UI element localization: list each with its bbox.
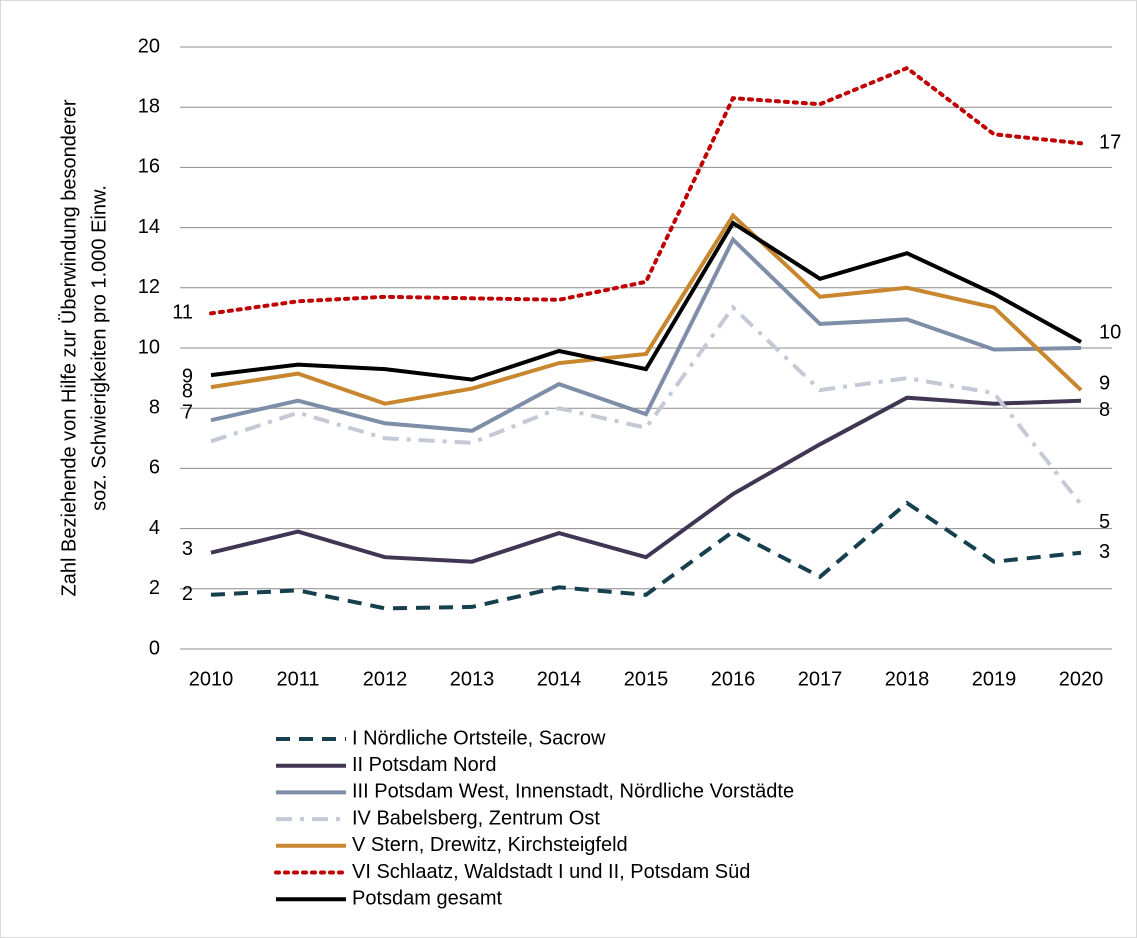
y-tick-label: 14 — [138, 216, 160, 238]
y-axis-title: soz. Schwierigkeiten pro 1.000 Einw. — [88, 185, 110, 511]
data-label: 17 — [1099, 132, 1121, 154]
y-tick-label: 0 — [149, 637, 160, 659]
legend-label: Potsdam gesamt — [352, 887, 503, 909]
data-label: 11 — [172, 302, 193, 324]
legend-label: IV Babelsberg, Zentrum Ost — [352, 807, 600, 829]
y-tick-label: 6 — [149, 457, 160, 479]
y-tick-label: 4 — [149, 517, 160, 539]
y-axis-title: Zahl Beziehende von Hilfe zur Überwindun… — [58, 99, 80, 596]
data-label: 3 — [182, 538, 193, 560]
legend-label: I Nördliche Ortsteile, Sacrow — [352, 727, 606, 749]
data-label: 8 — [1099, 399, 1110, 421]
y-tick-label: 10 — [138, 336, 160, 358]
y-tick-label: 16 — [138, 156, 160, 178]
data-label: 2 — [182, 583, 193, 605]
series-line — [210, 220, 1082, 382]
x-tick-label: 2014 — [537, 668, 582, 690]
x-tick-label: 2011 — [276, 668, 319, 690]
x-tick-label: 2016 — [711, 668, 756, 690]
legend-label: II Potsdam Nord — [352, 754, 497, 776]
legend-label: V Stern, Drewitz, Kirchsteigfeld — [352, 834, 628, 856]
series-line — [210, 500, 1082, 611]
x-tick-label: 2015 — [624, 668, 669, 690]
y-tick-label: 20 — [138, 35, 160, 57]
y-tick-label: 12 — [138, 276, 160, 298]
y-tick-label: 8 — [149, 396, 160, 418]
x-tick-label: 2012 — [363, 668, 408, 690]
series-line — [210, 395, 1082, 564]
series-line — [210, 236, 1082, 433]
x-tick-label: 2018 — [885, 668, 930, 690]
data-label: 3 — [1099, 541, 1110, 563]
data-label: 10 — [1099, 321, 1121, 343]
legend-label: III Potsdam West, Innenstadt, Nördliche … — [352, 781, 794, 803]
data-label: 8 — [182, 381, 193, 403]
data-label: 9 — [182, 365, 193, 387]
y-tick-label: 2 — [149, 577, 160, 599]
series-line — [210, 304, 1083, 506]
legend-label: VI Schlaatz, Waldstadt I und II, Potsdam… — [352, 861, 750, 883]
data-label: 9 — [1099, 372, 1110, 394]
x-tick-label: 2010 — [189, 668, 234, 690]
x-tick-label: 2013 — [450, 668, 495, 690]
x-tick-label: 2017 — [798, 668, 843, 690]
x-tick-label: 2020 — [1059, 668, 1104, 690]
data-label: 7 — [182, 402, 193, 424]
series-line — [209, 65, 1083, 316]
data-label: 5 — [1099, 511, 1110, 533]
series-line — [210, 212, 1083, 406]
y-tick-label: 18 — [138, 95, 160, 117]
x-tick-label: 2019 — [972, 668, 1017, 690]
